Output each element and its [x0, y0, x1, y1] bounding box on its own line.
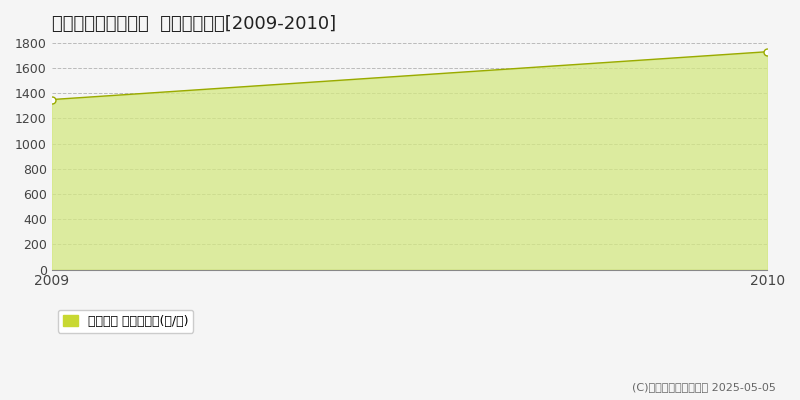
Legend: 林地価格 平均坪単価(円/坪): 林地価格 平均坪単価(円/坪) — [58, 310, 194, 333]
Text: (C)土地価格ドットコム 2025-05-05: (C)土地価格ドットコム 2025-05-05 — [632, 382, 776, 392]
Text: 東置賜郡高畠町竹森  林地価格推移[2009-2010]: 東置賜郡高畠町竹森 林地価格推移[2009-2010] — [52, 15, 336, 33]
